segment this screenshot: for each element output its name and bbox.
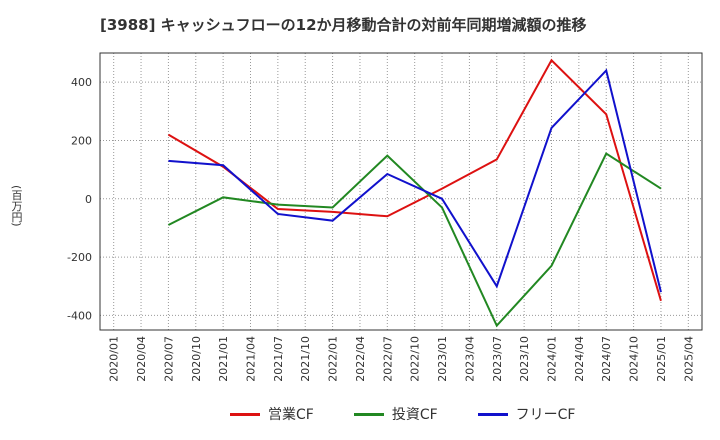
x-tick-label: 2025/01 xyxy=(655,336,668,382)
y-tick-label: 400 xyxy=(71,76,92,89)
x-tick-label: 2023/07 xyxy=(491,336,504,382)
plot-frame xyxy=(99,52,703,331)
legend-item: 投資CF xyxy=(353,404,438,424)
y-tick-label: -400 xyxy=(67,309,92,322)
y-axis-label: (百万円) xyxy=(10,185,23,227)
x-tick-label: 2022/01 xyxy=(327,336,340,382)
series-line xyxy=(167,152,662,328)
legend-label: フリーCF xyxy=(515,407,576,423)
series-line xyxy=(167,58,662,302)
x-tick-label: 2023/01 xyxy=(436,336,449,382)
legend-label: 営業CF xyxy=(268,407,314,423)
legend-swatch xyxy=(353,412,384,416)
x-tick-label: 2023/04 xyxy=(463,336,476,382)
x-tick-label: 2022/07 xyxy=(381,336,394,382)
y-tick-label: 200 xyxy=(71,134,92,147)
x-tick-label: 2023/10 xyxy=(518,336,531,382)
legend-label: 投資CF xyxy=(391,407,438,423)
x-tick-label: 2021/04 xyxy=(245,336,258,382)
x-tick-label: 2022/04 xyxy=(354,336,367,382)
legend-item: 営業CF xyxy=(230,404,314,424)
x-tick-label: 2024/10 xyxy=(628,336,641,382)
x-tick-label: 2024/04 xyxy=(573,336,586,382)
x-tick-label: 2024/07 xyxy=(600,336,613,382)
x-tick-label: 2020/01 xyxy=(108,336,121,382)
x-tick-label: 2025/04 xyxy=(682,336,695,382)
y-tick-label: -200 xyxy=(67,251,92,264)
legend-swatch xyxy=(477,412,508,416)
x-tick-label: 2021/10 xyxy=(299,336,312,382)
x-tick-label: 2021/01 xyxy=(217,336,230,382)
legend: 営業CF 投資CF フリーCF xyxy=(230,404,575,424)
series-line xyxy=(168,68,662,293)
x-tick-label: 2024/01 xyxy=(546,336,559,382)
x-tick-label: 2020/04 xyxy=(135,336,148,382)
x-tick-label: 2020/07 xyxy=(162,336,175,382)
legend-item: フリーCF xyxy=(477,404,576,424)
x-tick-label: 2022/10 xyxy=(409,336,422,382)
x-tick-label: 2021/07 xyxy=(272,336,285,382)
x-tick-label: 2020/10 xyxy=(190,336,203,382)
legend-swatch xyxy=(230,412,260,416)
y-tick-label: 0 xyxy=(85,193,92,206)
chart-title: [3988] キャッシュフローの12か月移動合計の対前年同期増減額の推移 xyxy=(100,16,587,34)
